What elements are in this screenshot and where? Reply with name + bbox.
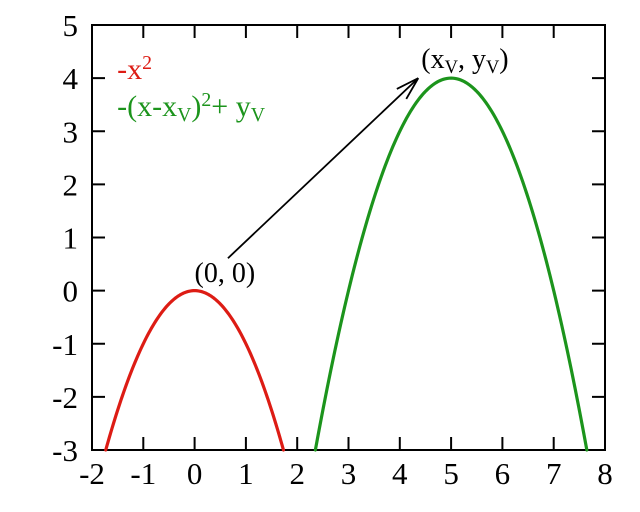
x-tick-label: 8 (597, 456, 613, 491)
y-tick-label: 1 (63, 221, 79, 256)
y-tick-label: -3 (52, 433, 78, 468)
y-tick-label: 4 (63, 61, 79, 96)
x-tick-label: 2 (289, 456, 305, 491)
vertex-arrow-head-0 (405, 77, 420, 100)
x-tick-label: 6 (495, 456, 511, 491)
series-curve-0 (104, 289, 286, 452)
x-tick-label: 3 (341, 456, 357, 491)
x-tick-label: 7 (546, 456, 562, 491)
plot-border (91, 24, 606, 451)
x-tick-label: 5 (443, 456, 459, 491)
y-tick-label: 5 (63, 8, 79, 43)
vertex-arrow-shaft (227, 77, 419, 259)
x-tick-label: 1 (238, 456, 254, 491)
y-tick-label: 0 (63, 274, 79, 309)
vertex-arrow-head-1 (396, 77, 419, 90)
y-tick-label: -2 (52, 380, 78, 415)
y-tick-label: 2 (63, 167, 79, 202)
series-curve-1 (313, 76, 589, 452)
x-tick-label: -2 (79, 456, 105, 491)
x-tick-label: 4 (392, 456, 408, 491)
y-tick-label: -1 (52, 327, 78, 362)
y-tick-label: 3 (63, 114, 79, 149)
x-tick-label: 0 (187, 456, 203, 491)
x-tick-label: -1 (130, 456, 156, 491)
